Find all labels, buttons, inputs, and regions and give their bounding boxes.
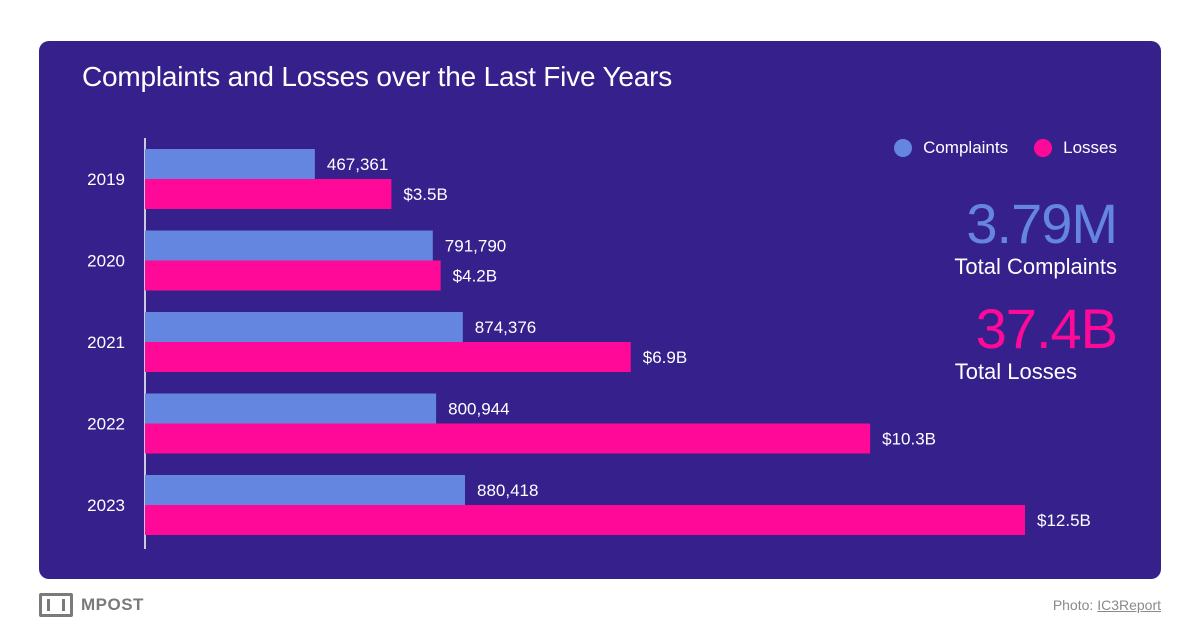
legend-label-losses: Losses [1063, 138, 1117, 157]
stat-total-complaints: 3.79M Total Complaints [817, 192, 1118, 280]
bar-chart: 2019 467,361 $3.5B 2020 791,790 $4.2B 2021 874,… [87, 138, 1091, 549]
data-label-losses-2023: $12.5B [1037, 511, 1091, 530]
y-tick-label-2023: 2023 [87, 496, 125, 515]
bar-complaints-2020 [145, 230, 433, 261]
stat-losses-value: 37.4B [975, 297, 1118, 360]
bar-losses-2022 [145, 423, 871, 454]
y-tick-label-2022: 2022 [87, 415, 125, 434]
stat-total-losses: 37.4B Total Losses [817, 297, 1118, 385]
legend: Complaints Losses [868, 138, 1117, 158]
stat-losses-label: Total Losses [954, 359, 1077, 384]
photo-credit-source-link[interactable]: IC3Report [1097, 597, 1161, 613]
mpost-logo-text: MPOST [81, 595, 144, 614]
bar-complaints-2019 [145, 149, 315, 179]
bar-losses-2021 [145, 342, 631, 372]
bar-complaints-2023 [145, 475, 465, 505]
legend-swatch-complaints [894, 139, 913, 157]
y-tick-label-2020: 2020 [87, 252, 125, 271]
data-label-complaints-2022: 800,944 [448, 400, 509, 419]
mpost-logo: MPOST [39, 593, 144, 617]
stat-complaints-value: 3.79M [966, 192, 1118, 255]
bar-losses-2023 [145, 505, 1025, 535]
data-label-losses-2022: $10.3B [882, 430, 936, 449]
data-label-complaints-2019: 467,361 [327, 155, 388, 174]
data-label-complaints-2021: 874,376 [475, 318, 536, 337]
data-label-losses-2019: $3.5B [403, 185, 447, 204]
chart-title: Complaints and Losses over the Last Five… [82, 61, 673, 92]
bar-complaints-2021 [145, 312, 463, 342]
bar-losses-2019 [145, 179, 392, 209]
data-label-losses-2021: $6.9B [643, 348, 687, 367]
bar-losses-2020 [145, 260, 441, 291]
photo-credit-prefix: Photo: [1052, 597, 1094, 613]
data-label-losses-2020: $4.2B [453, 267, 497, 286]
photo-credit: Photo: IC3Report [1053, 597, 1161, 613]
legend-item-complaints: Complaints [894, 138, 1008, 158]
data-label-complaints-2023: 880,418 [477, 481, 538, 500]
chart-card: 2019 467,361 $3.5B 2020 791,790 $4.2B 2021 874,… [39, 41, 1161, 579]
stat-complaints-label: Total Complaints [954, 254, 1117, 279]
legend-label-complaints: Complaints [923, 138, 1009, 157]
legend-swatch-losses [1034, 139, 1053, 157]
data-label-complaints-2020: 791,790 [445, 237, 506, 256]
mpost-logo-icon [39, 593, 73, 617]
y-tick-label-2019: 2019 [87, 170, 125, 189]
y-tick-label-2021: 2021 [87, 333, 125, 352]
bar-complaints-2022 [145, 393, 437, 424]
legend-item-losses: Losses [1034, 138, 1117, 158]
